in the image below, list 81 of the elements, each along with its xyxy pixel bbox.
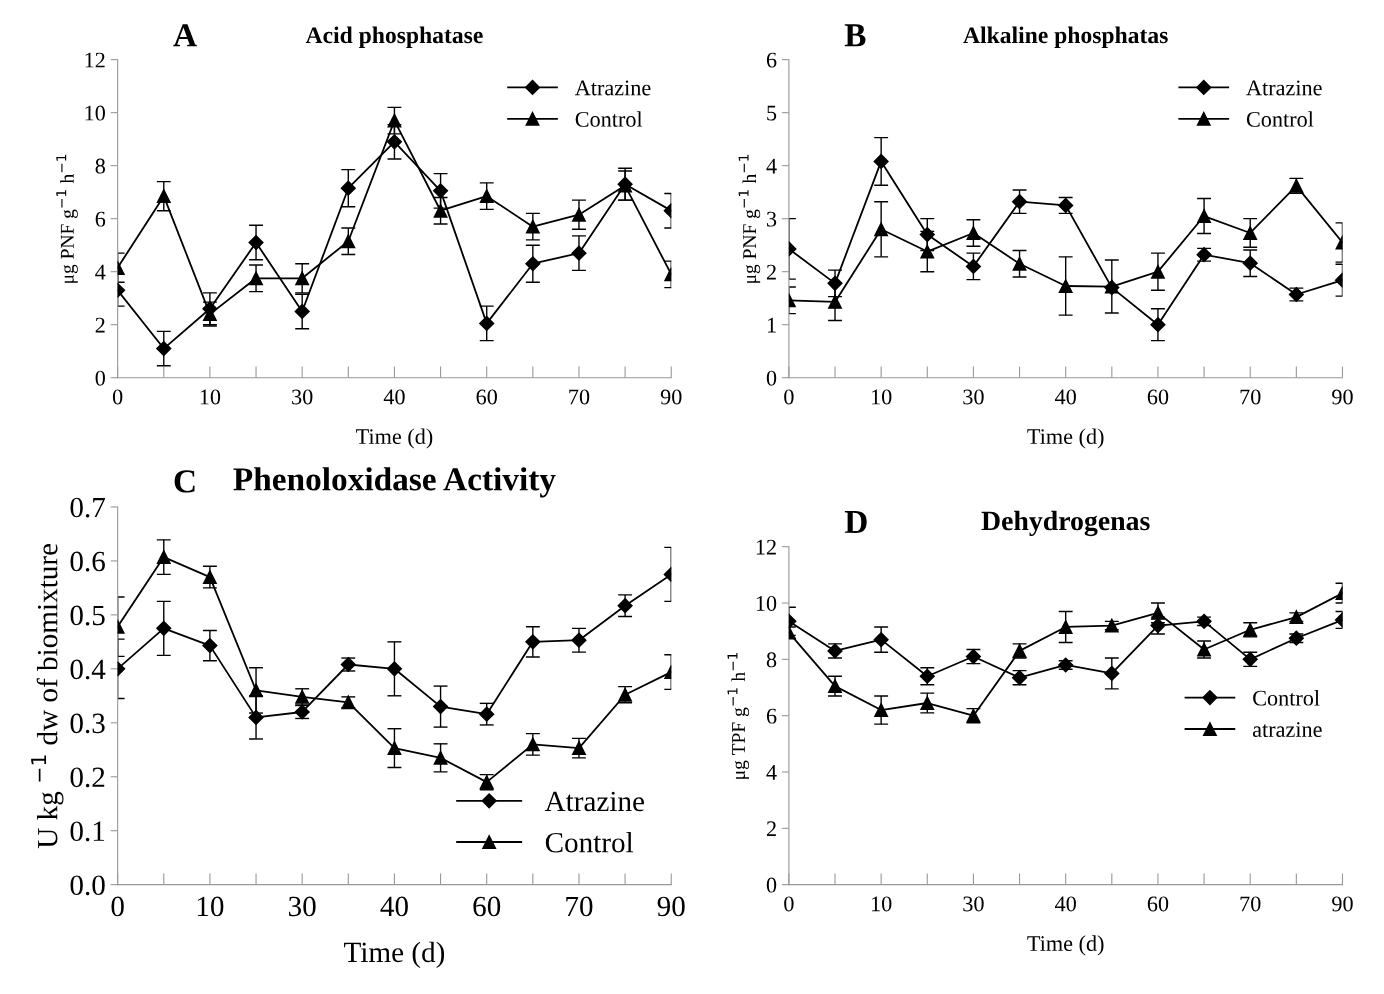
legend-label: Atrazine — [544, 791, 644, 812]
y-tick-label: 6 — [95, 211, 106, 227]
y-axis-title: μg PNF g$^{−1}$ h$^{−1}$ — [738, 154, 761, 283]
y-tick-label: 2 — [766, 264, 776, 280]
x-tick-label: 30 — [963, 896, 984, 912]
legend-label: Atrazine — [1246, 80, 1322, 96]
x-tick-label: 90 — [660, 389, 682, 405]
y-tick-label: 5 — [767, 105, 777, 121]
legend-label: Atrazine — [574, 80, 651, 96]
y-tick-label: 8 — [766, 652, 777, 668]
x-tick-label: 0 — [784, 389, 794, 405]
x-tick-label: 0 — [784, 896, 794, 912]
x-tick-label: 70 — [569, 389, 590, 405]
legend-label: Control — [1246, 111, 1314, 127]
y-tick-label: 0.7 — [70, 497, 105, 518]
y-tick-label: 12 — [756, 539, 776, 555]
y-tick-label: 0.0 — [70, 875, 105, 896]
y-axis-title: μg TPF g$^{−1}$ h$^{−1}$ — [727, 652, 750, 779]
x-tick-label: 60 — [1147, 389, 1169, 405]
y-tick-label: 0 — [766, 370, 777, 386]
x-tick-label: 40 — [383, 389, 405, 405]
y-tick-label: 4 — [766, 158, 777, 174]
y-axis-title: U kg $^{−1}$ dw of biomixture — [31, 544, 64, 849]
legend-label: atrazine — [1252, 722, 1322, 738]
x-tick-label: 30 — [288, 896, 316, 917]
x-tick-label: 30 — [292, 389, 313, 405]
y-tick-label: 4 — [95, 264, 106, 280]
legend-label: Control — [545, 831, 634, 853]
y-tick-label: 10 — [85, 105, 105, 121]
x-tick-label: 70 — [1240, 389, 1261, 405]
x-axis-title: Time (d) — [344, 941, 445, 969]
y-tick-label: 2 — [95, 317, 105, 333]
legend-label: Control — [575, 111, 643, 127]
y-tick-label: 10 — [756, 595, 777, 611]
x-tick-label: 10 — [197, 896, 224, 917]
x-tick-label: 0 — [112, 389, 123, 405]
text: B — [844, 24, 866, 47]
x-tick-label: 10 — [871, 896, 892, 912]
x-axis-title: Time (d) — [356, 428, 433, 449]
x-tick-label: 60 — [473, 896, 501, 917]
y-tick-label: 0 — [95, 370, 105, 386]
text: A — [173, 24, 197, 47]
x-tick-label: 90 — [1332, 389, 1353, 405]
y-tick-label: 3 — [767, 211, 777, 227]
y-tick-label: 0.4 — [70, 659, 106, 680]
x-tick-label: 10 — [871, 389, 892, 405]
x-tick-label: 40 — [1055, 896, 1076, 912]
y-tick-label: 12 — [85, 52, 105, 68]
x-tick-label: 40 — [380, 896, 408, 917]
chart-title: Acid phosphatase — [305, 26, 483, 48]
y-tick-label: 6 — [766, 52, 777, 68]
y-tick-label: 6 — [766, 708, 777, 724]
y-tick-label: 8 — [95, 158, 105, 174]
x-tick-label: 10 — [200, 389, 221, 405]
x-tick-label: 60 — [476, 389, 497, 405]
text: C — [174, 470, 195, 493]
y-tick-label: 0.2 — [70, 767, 105, 788]
chart-title: Alkaline phosphatas — [963, 26, 1168, 48]
y-tick-label: 0.3 — [70, 713, 105, 734]
chart-title: Dehydrogenas — [981, 510, 1150, 537]
y-tick-label: 0.1 — [70, 821, 105, 842]
y-tick-label: 2 — [766, 821, 776, 837]
text: D — [844, 511, 867, 533]
y-tick-label: 4 — [766, 765, 777, 780]
x-tick-label: 40 — [1055, 389, 1076, 405]
y-tick-label: 0.6 — [70, 551, 105, 572]
x-axis-title: Time (d) — [1027, 935, 1104, 956]
x-tick-label: 90 — [1332, 896, 1353, 912]
x-tick-label: 0 — [111, 896, 124, 917]
y-tick-label: 0.5 — [70, 605, 105, 626]
x-axis-title: Time (d) — [1027, 428, 1104, 449]
x-tick-label: 30 — [963, 389, 984, 405]
x-tick-label: 60 — [1147, 896, 1169, 912]
y-tick-label: 0 — [766, 877, 777, 893]
x-tick-label: 70 — [1240, 896, 1261, 912]
y-axis-title: μg PNF g$^{−1}$ h$^{−1}$ — [56, 154, 78, 283]
y-tick-label: 1 — [767, 317, 776, 333]
x-tick-label: 70 — [566, 896, 593, 917]
chart-title: Phenoloxidase Activity — [233, 467, 556, 498]
legend-label: Control — [1253, 689, 1320, 706]
x-tick-label: 90 — [657, 896, 685, 917]
